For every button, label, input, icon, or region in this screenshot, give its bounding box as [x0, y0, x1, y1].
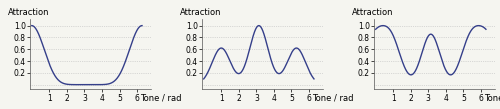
- Y-axis label: Attraction: Attraction: [352, 8, 394, 17]
- X-axis label: Tone / rad: Tone / rad: [312, 94, 354, 103]
- Y-axis label: Attraction: Attraction: [8, 8, 50, 17]
- X-axis label: Tone / rad: Tone / rad: [484, 94, 500, 103]
- Y-axis label: Attraction: Attraction: [180, 8, 222, 17]
- X-axis label: Tone / rad: Tone / rad: [140, 94, 181, 103]
